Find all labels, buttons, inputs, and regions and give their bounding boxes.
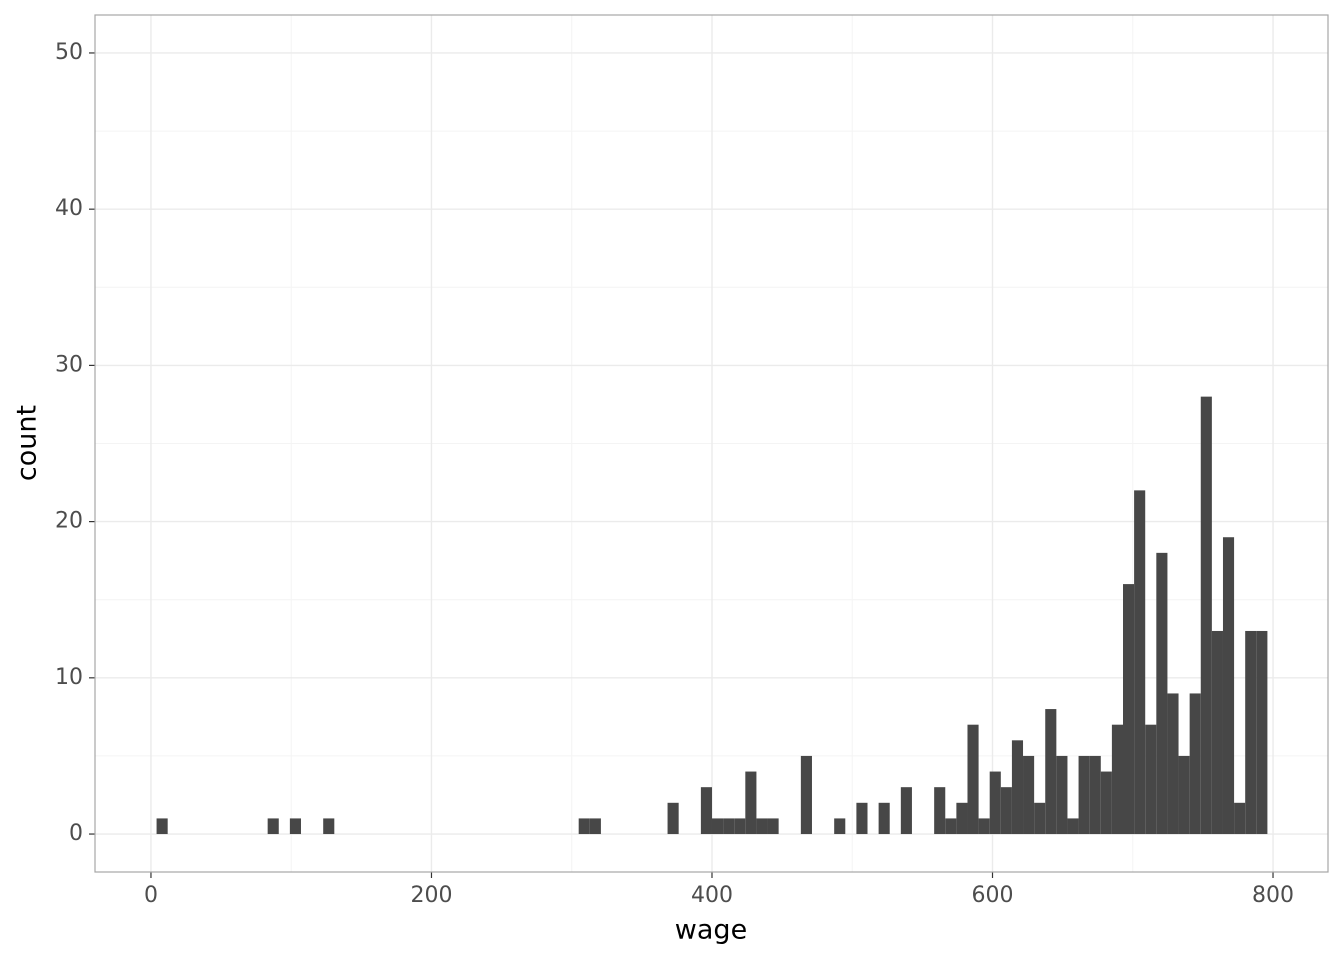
bar <box>878 802 890 835</box>
bar <box>800 755 812 835</box>
bar <box>1256 630 1268 835</box>
x-tick-label: 0 <box>144 883 158 908</box>
bar <box>1000 787 1012 835</box>
bar <box>1045 709 1057 835</box>
bar <box>1222 537 1235 835</box>
y-tick-label: 50 <box>55 40 83 65</box>
bar <box>1167 693 1179 835</box>
bar <box>1211 630 1223 835</box>
bar <box>967 724 979 835</box>
bar <box>1111 724 1124 835</box>
bar <box>1200 396 1212 835</box>
bar <box>1089 755 1101 835</box>
bar <box>267 818 279 835</box>
bar <box>289 818 301 835</box>
bar <box>834 818 846 835</box>
bar <box>956 802 968 835</box>
y-axis-title: count <box>12 405 43 481</box>
bar <box>934 787 946 835</box>
bar <box>723 818 735 835</box>
y-tick-label: 0 <box>69 821 83 846</box>
bar <box>1100 771 1112 835</box>
y-tick-label: 40 <box>55 196 83 221</box>
x-tick-label: 200 <box>410 883 452 908</box>
bar <box>1156 552 1168 835</box>
bar <box>1145 724 1157 835</box>
bar <box>1067 818 1079 835</box>
bar <box>700 787 712 835</box>
bar <box>756 818 768 835</box>
bar <box>589 818 601 835</box>
bar <box>1023 755 1035 835</box>
bar <box>1245 630 1257 835</box>
bar <box>1189 693 1201 835</box>
bar <box>734 818 746 835</box>
x-tick-label: 800 <box>1252 883 1294 908</box>
bar <box>1034 802 1046 835</box>
bar <box>989 771 1001 835</box>
bar <box>856 802 868 835</box>
bar <box>711 818 724 835</box>
bar <box>978 818 990 835</box>
bar <box>578 818 590 835</box>
bar <box>945 818 957 835</box>
bar <box>1056 755 1068 835</box>
bar <box>1011 740 1024 835</box>
y-tick-label: 10 <box>55 665 83 690</box>
bar <box>667 802 679 835</box>
x-tick-label: 600 <box>972 883 1014 908</box>
bar <box>1234 802 1246 835</box>
y-tick-label: 20 <box>55 509 83 534</box>
bar <box>1078 755 1090 835</box>
bar <box>1178 755 1190 835</box>
bar <box>745 771 757 835</box>
x-tick-label: 400 <box>691 883 733 908</box>
bar <box>900 787 912 835</box>
bar <box>1134 490 1146 835</box>
x-axis-title: wage <box>675 915 747 946</box>
y-tick-label: 30 <box>55 352 83 377</box>
bar <box>767 818 779 835</box>
bar <box>323 818 335 835</box>
panel-border <box>94 14 1329 873</box>
bar <box>156 818 168 835</box>
bar <box>1123 584 1135 835</box>
